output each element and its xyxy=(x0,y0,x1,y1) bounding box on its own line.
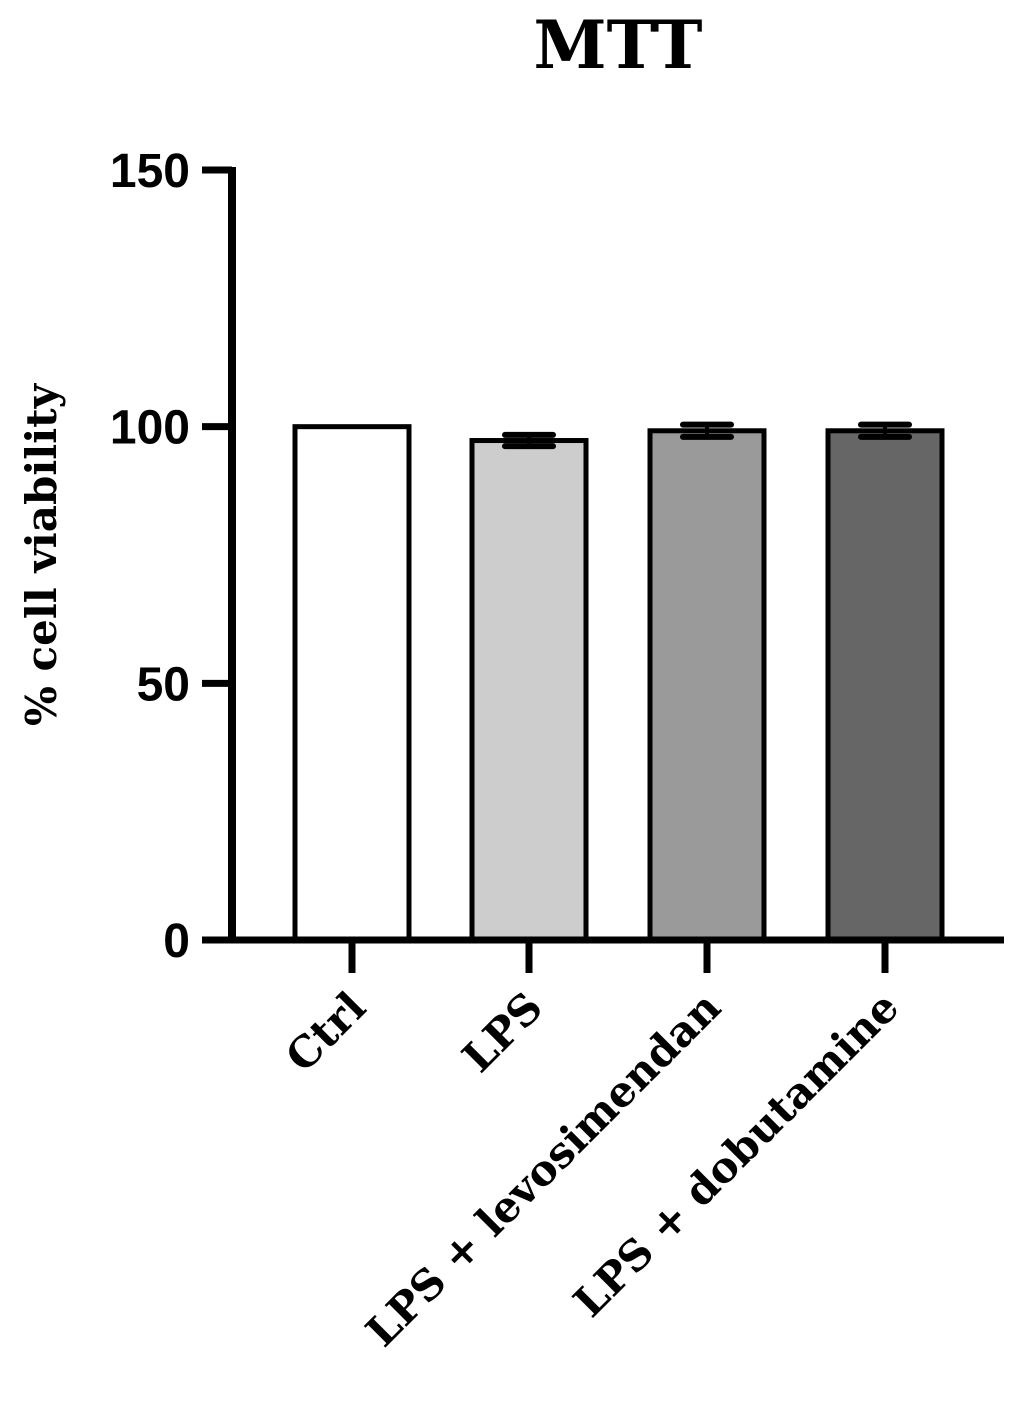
chart-title: MTT xyxy=(534,6,703,84)
bar-group xyxy=(292,424,412,943)
x-tick-label: LPS xyxy=(453,982,552,1081)
y-tick-label: 50 xyxy=(137,658,190,711)
y-tick-label: 100 xyxy=(110,402,190,455)
x-tick-label: LPS + dobutamine xyxy=(564,982,908,1326)
bar xyxy=(647,428,767,943)
y-axis: 0 50 100 150 xyxy=(110,145,236,968)
bar xyxy=(825,428,945,943)
y-tick-label: 150 xyxy=(110,145,190,198)
y-tick-label: 0 xyxy=(163,915,190,968)
bar-group xyxy=(825,421,945,943)
bar-group xyxy=(469,431,589,943)
x-tick-label: Ctrl xyxy=(276,982,375,1081)
bars xyxy=(292,421,945,943)
y-axis-label: % cell viability xyxy=(17,382,66,726)
bar xyxy=(469,438,589,943)
bar-group xyxy=(647,421,767,943)
x-tick-label: LPS + levosimendan xyxy=(356,982,730,1356)
bar xyxy=(292,424,412,943)
